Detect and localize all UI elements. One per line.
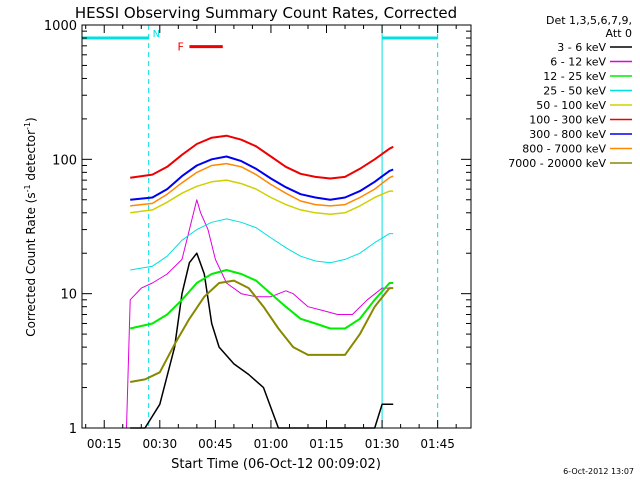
legend-header-detectors: Det 1,3,5,6,7,9, bbox=[546, 14, 632, 27]
legend: Det 1,3,5,6,7,9, Att 0 3 - 6 keV 6 - 12 k… bbox=[508, 14, 632, 170]
series-line bbox=[130, 218, 394, 271]
x-tick-label: 01:30 bbox=[365, 437, 400, 451]
x-axis-label: Start Time (06-Oct-12 00:09:02) bbox=[171, 457, 381, 472]
y-tick-label: 1 bbox=[69, 422, 77, 437]
series-line bbox=[130, 134, 394, 180]
series-line bbox=[130, 279, 394, 383]
series-line bbox=[129, 269, 394, 330]
night-label: N bbox=[153, 29, 160, 40]
x-tick-label: 00:45 bbox=[198, 437, 233, 451]
series-line bbox=[130, 179, 394, 216]
legend-entry-label: 7000 - 20000 keV bbox=[508, 157, 606, 170]
legend-entry-label: 12 - 25 keV bbox=[543, 70, 606, 83]
x-axis: 00:15 00:30 00:45 01:00 01:15 01:30 01:45 bbox=[85, 25, 457, 451]
y-axis-label: Corrected Count Rate (s-1 detector-1) bbox=[23, 117, 38, 336]
x-tick-label: 01:00 bbox=[254, 437, 289, 451]
x-tick-label: 01:45 bbox=[420, 437, 455, 451]
y-axis: 1 10 100 1000 bbox=[44, 19, 471, 437]
y-tick-label: 10 bbox=[60, 288, 77, 303]
x-tick-label: 01:15 bbox=[309, 437, 344, 451]
y-tick-label: 1000 bbox=[44, 19, 77, 34]
y-tick-label: 100 bbox=[52, 153, 77, 168]
legend-entry-label: 100 - 300 keV bbox=[529, 114, 606, 127]
legend-entry-label: 300 - 800 keV bbox=[529, 128, 606, 141]
series-line bbox=[126, 199, 394, 429]
chart-title: HESSI Observing Summary Count Rates, Cor… bbox=[75, 4, 457, 22]
plot-area: NF bbox=[82, 25, 439, 429]
legend-entry-label: 25 - 50 keV bbox=[543, 85, 606, 98]
x-tick-label: 00:15 bbox=[87, 437, 122, 451]
legend-entry-label: 50 - 100 keV bbox=[536, 99, 606, 112]
legend-entry-label: 6 - 12 keV bbox=[550, 56, 606, 69]
flare-label: F bbox=[177, 41, 183, 54]
plot-frame bbox=[81, 24, 472, 429]
legend-entry-label: 800 - 7000 keV bbox=[522, 143, 606, 156]
series-line bbox=[130, 155, 394, 201]
series-line bbox=[130, 162, 394, 207]
timestamp: 6-Oct-2012 13:07 bbox=[563, 467, 634, 476]
legend-header-attenuator: Att 0 bbox=[606, 27, 632, 40]
x-tick-label: 00:30 bbox=[143, 437, 178, 451]
legend-entry-label: 3 - 6 keV bbox=[557, 41, 606, 54]
series-line bbox=[130, 252, 394, 429]
